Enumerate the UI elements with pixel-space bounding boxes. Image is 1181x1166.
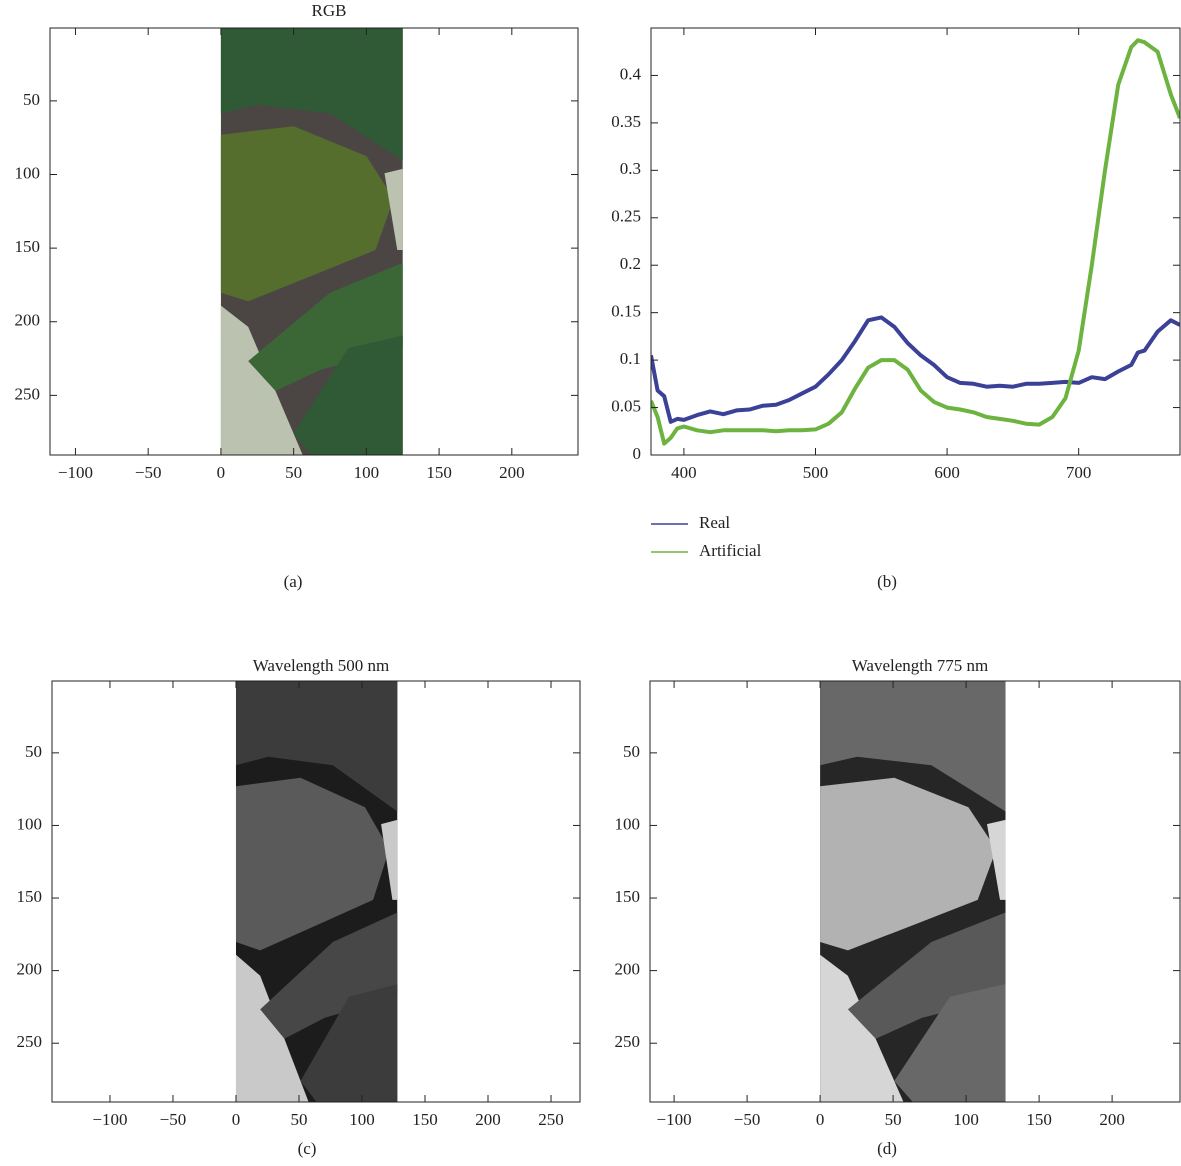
y-tick-label: 0.25 bbox=[611, 207, 641, 226]
x-tick-label: 50 bbox=[290, 1110, 307, 1129]
axes-frame bbox=[51, 680, 581, 1103]
x-tick-label: −50 bbox=[734, 1110, 761, 1129]
y-tick-label: 150 bbox=[15, 237, 41, 256]
axes-frame bbox=[649, 680, 1181, 1103]
x-tick-label: 500 bbox=[803, 463, 829, 482]
plot-area bbox=[651, 38, 1180, 446]
paper bbox=[381, 819, 398, 900]
x-tick-label: 50 bbox=[885, 1110, 902, 1129]
y-tick-label: 50 bbox=[623, 742, 640, 761]
panel-caption: (b) bbox=[877, 572, 897, 591]
leaf bbox=[894, 984, 1006, 1102]
y-tick-label: 250 bbox=[15, 384, 41, 403]
panel-caption: (a) bbox=[284, 572, 303, 591]
y-tick-label: 100 bbox=[15, 163, 41, 182]
plot-area bbox=[235, 681, 398, 1102]
x-tick-label: −100 bbox=[92, 1110, 127, 1129]
leaf bbox=[300, 984, 398, 1102]
leaf bbox=[236, 681, 398, 812]
x-tick-label: 400 bbox=[671, 463, 697, 482]
paper bbox=[220, 305, 303, 455]
x-tick-label: 600 bbox=[934, 463, 960, 482]
x-tick-label: 700 bbox=[1066, 463, 1092, 482]
x-tick-label: 100 bbox=[349, 1110, 375, 1129]
leaf bbox=[820, 777, 997, 951]
x-tick-label: −50 bbox=[160, 1110, 187, 1129]
x-tick-label: −100 bbox=[657, 1110, 692, 1129]
y-tick-label: 150 bbox=[17, 887, 43, 906]
y-tick-label: 100 bbox=[615, 814, 641, 833]
paper bbox=[820, 954, 904, 1102]
leaf bbox=[220, 126, 394, 302]
x-tick-label: 0 bbox=[232, 1110, 241, 1129]
y-tick-label: 200 bbox=[15, 311, 41, 330]
y-tick-label: 0.2 bbox=[620, 254, 641, 273]
y-tick-label: 250 bbox=[17, 1032, 43, 1051]
x-tick-label: 0 bbox=[217, 463, 226, 482]
leaf bbox=[248, 262, 403, 391]
data-line bbox=[651, 38, 1180, 446]
paper bbox=[384, 168, 403, 250]
legend-label: Artificial bbox=[699, 541, 762, 560]
paper bbox=[987, 819, 1006, 900]
y-tick-label: 0.05 bbox=[611, 396, 641, 415]
y-tick-label: 200 bbox=[615, 960, 641, 979]
y-tick-label: 200 bbox=[17, 960, 43, 979]
y-tick-label: 50 bbox=[25, 742, 42, 761]
x-tick-label: 0 bbox=[816, 1110, 825, 1129]
x-tick-label: 50 bbox=[285, 463, 302, 482]
chart-title: Wavelength 775 nm bbox=[852, 656, 989, 675]
x-tick-label: 250 bbox=[538, 1110, 564, 1129]
x-tick-label: 100 bbox=[953, 1110, 979, 1129]
y-tick-label: 0.15 bbox=[611, 302, 641, 321]
panel-caption: (d) bbox=[877, 1139, 897, 1158]
x-tick-label: 150 bbox=[1026, 1110, 1052, 1129]
y-tick-label: 50 bbox=[23, 90, 40, 109]
x-tick-label: 100 bbox=[354, 463, 380, 482]
y-tick-label: 100 bbox=[17, 814, 43, 833]
y-tick-label: 0.1 bbox=[620, 349, 641, 368]
x-tick-label: −50 bbox=[135, 463, 162, 482]
axes-frame bbox=[49, 27, 579, 456]
x-tick-label: 200 bbox=[1099, 1110, 1125, 1129]
x-tick-label: 150 bbox=[412, 1110, 438, 1129]
plot-area bbox=[220, 28, 403, 455]
y-tick-label: 0 bbox=[633, 444, 642, 463]
y-tick-label: 250 bbox=[615, 1032, 641, 1051]
chart-title: RGB bbox=[312, 1, 347, 20]
leaf bbox=[847, 912, 1006, 1039]
leaf bbox=[236, 777, 390, 951]
panel-caption: (c) bbox=[298, 1139, 317, 1158]
leaf bbox=[220, 28, 403, 161]
leaf bbox=[260, 912, 398, 1039]
chart-title: Wavelength 500 nm bbox=[253, 656, 390, 675]
data-line bbox=[651, 315, 1180, 424]
axes-frame bbox=[650, 27, 1181, 456]
plot-area bbox=[820, 681, 1006, 1102]
x-tick-label: 200 bbox=[475, 1110, 501, 1129]
y-tick-label: 0.4 bbox=[620, 64, 642, 83]
leaf bbox=[293, 335, 403, 455]
x-tick-label: −100 bbox=[58, 463, 93, 482]
y-tick-label: 0.35 bbox=[611, 112, 641, 131]
y-tick-label: 150 bbox=[615, 887, 641, 906]
paper bbox=[236, 954, 309, 1102]
y-tick-label: 0.3 bbox=[620, 159, 641, 178]
legend-label: Real bbox=[699, 513, 730, 532]
leaf bbox=[820, 681, 1006, 812]
x-tick-label: 200 bbox=[499, 463, 525, 482]
x-tick-label: 150 bbox=[426, 463, 452, 482]
